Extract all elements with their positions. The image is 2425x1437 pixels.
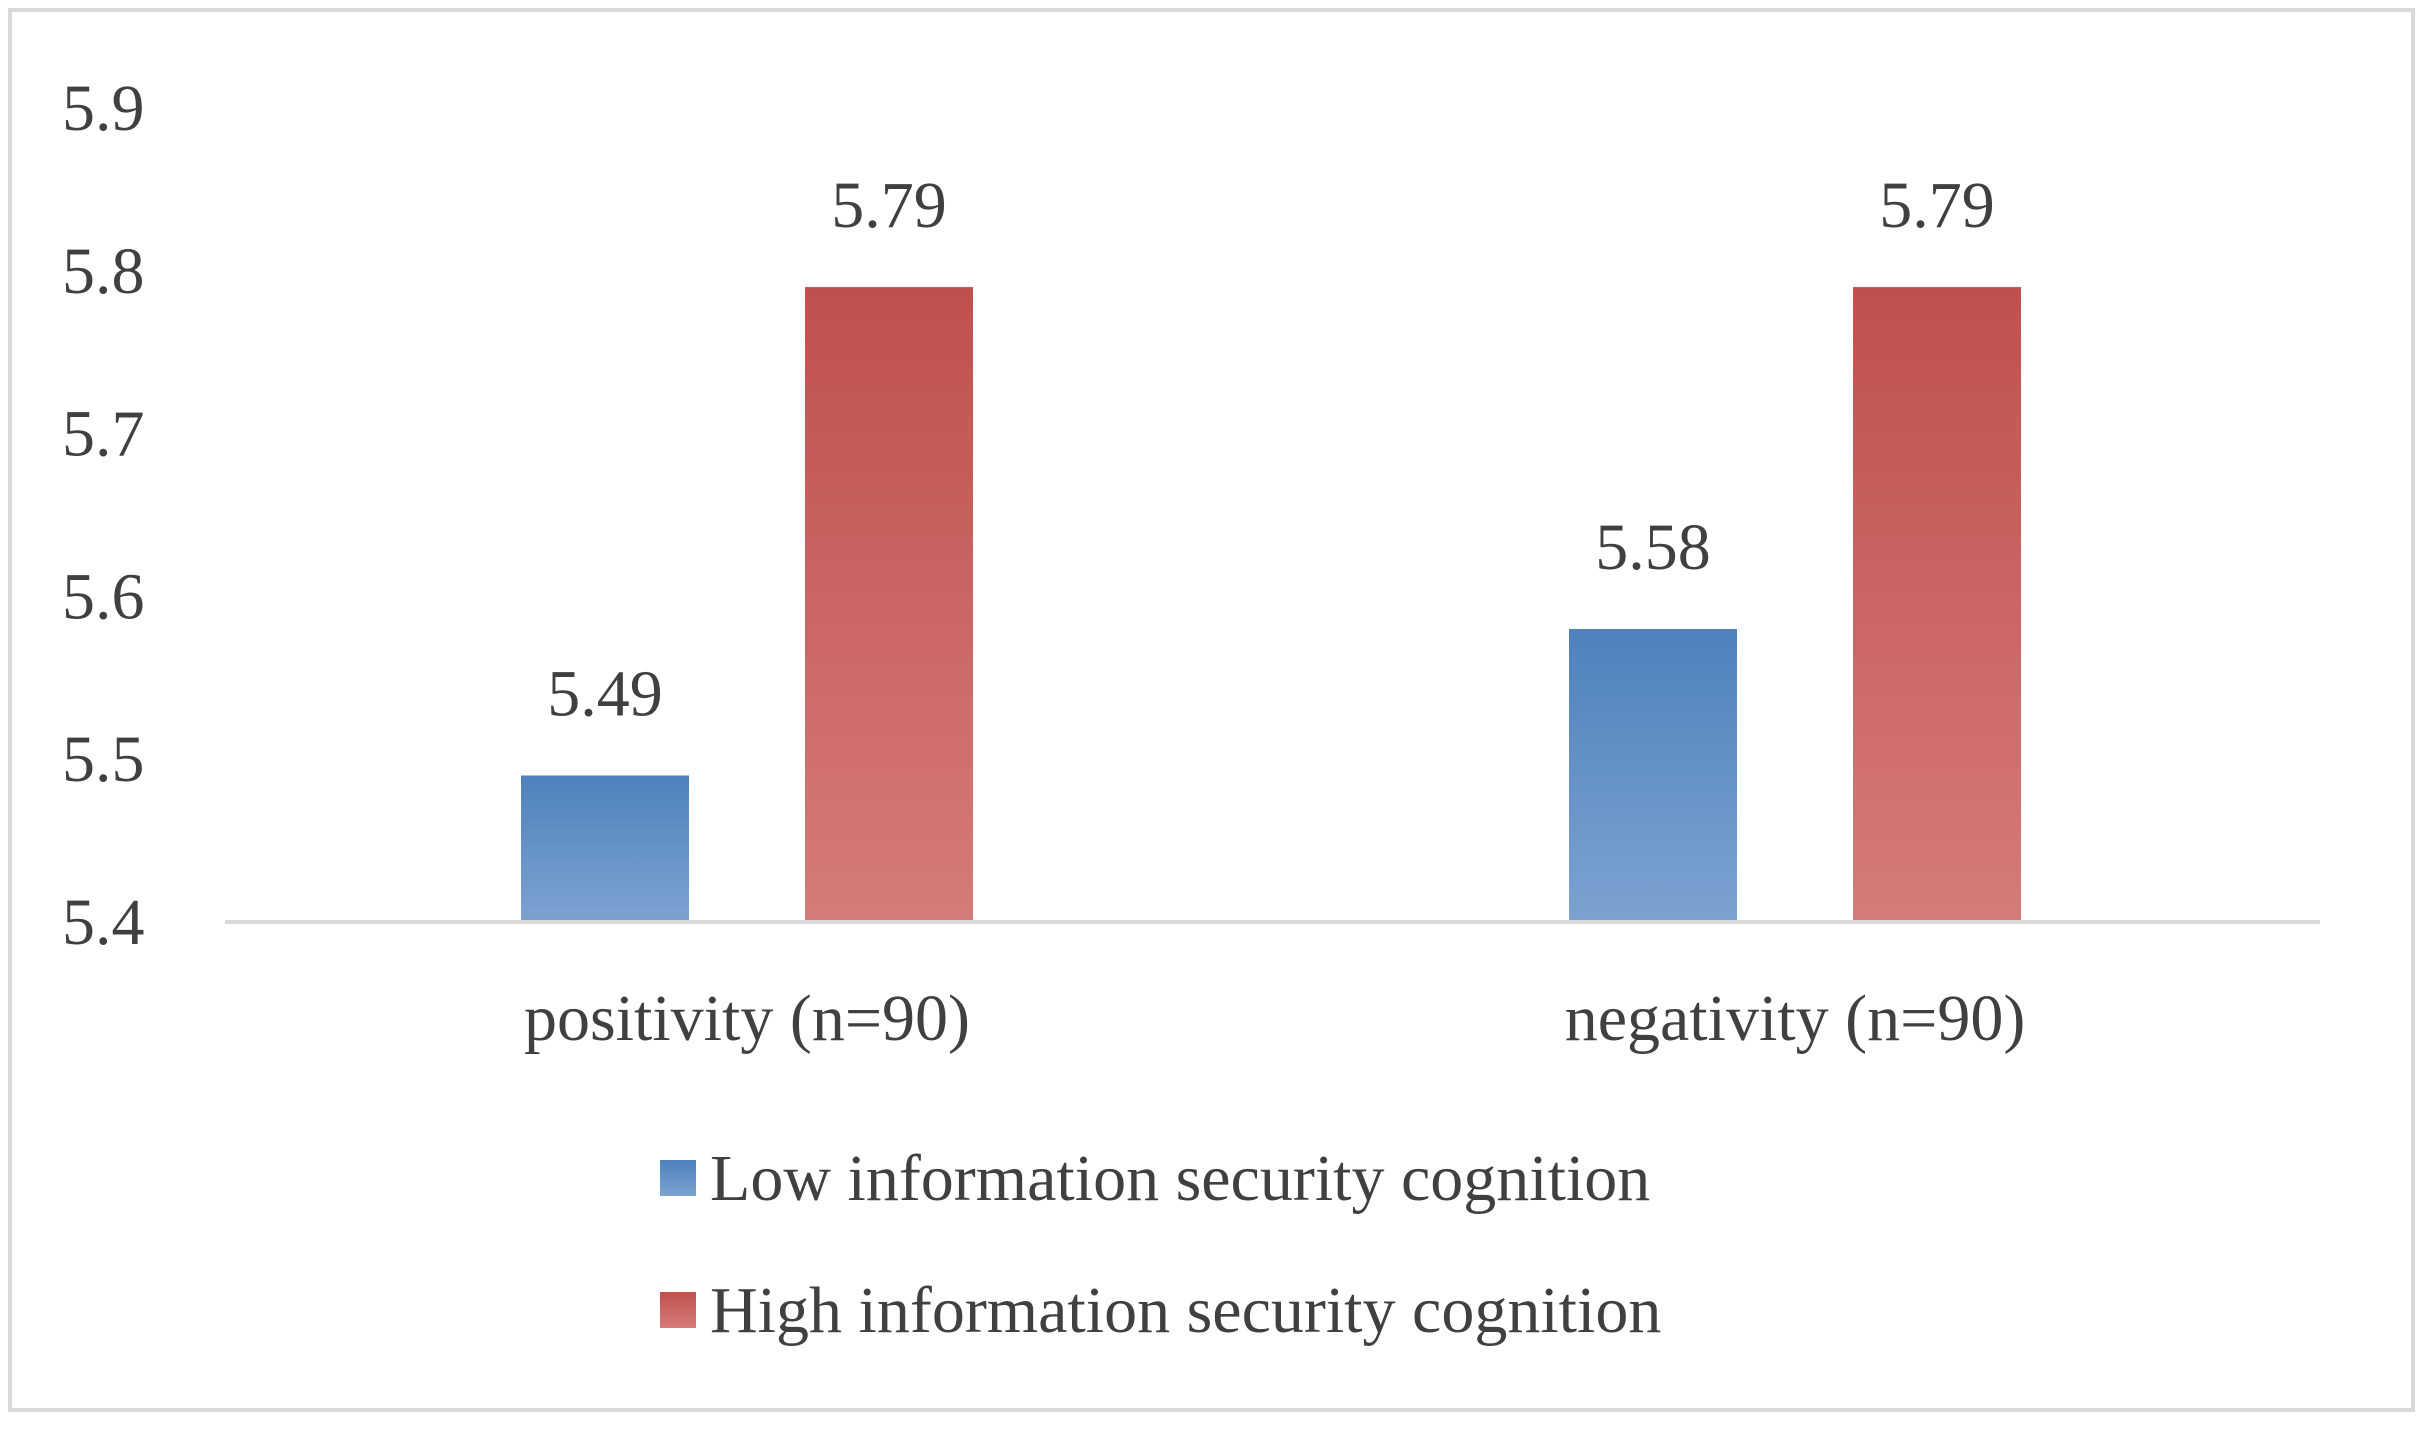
data-label-low-positivity: 5.49 (547, 657, 663, 730)
y-axis: 5.4 5.5 5.6 5.7 5.8 5.9 (62, 72, 145, 959)
category-label-positivity: positivity (n=90) (524, 982, 970, 1055)
legend-label-high: High information security cognition (710, 1274, 1661, 1347)
y-tick-label: 5.4 (62, 886, 145, 959)
bar-high-negativity (1853, 287, 2021, 923)
legend-swatch-low (660, 1160, 696, 1196)
data-label-high-positivity: 5.79 (831, 169, 947, 242)
x-axis: positivity (n=90) negativity (n=90) (524, 982, 2025, 1055)
category-label-negativity: negativity (n=90) (1565, 982, 2026, 1055)
bar-low-positivity (521, 775, 689, 922)
data-label-low-negativity: 5.58 (1595, 511, 1711, 584)
bar-high-positivity (805, 287, 973, 923)
legend-swatch-high (660, 1292, 696, 1328)
y-tick-label: 5.5 (62, 723, 145, 796)
data-labels-group: 5.49 5.79 5.58 5.79 (547, 169, 1995, 730)
legend: Low information security cognition High … (660, 1142, 1661, 1347)
y-tick-label: 5.7 (62, 398, 145, 471)
bars-group (521, 287, 2021, 923)
bar-low-negativity (1569, 628, 1737, 922)
y-tick-label: 5.8 (62, 235, 145, 308)
legend-label-low: Low information security cognition (710, 1142, 1650, 1215)
data-label-high-negativity: 5.79 (1879, 169, 1995, 242)
y-tick-label: 5.6 (62, 560, 145, 633)
y-tick-label: 5.9 (62, 72, 145, 145)
